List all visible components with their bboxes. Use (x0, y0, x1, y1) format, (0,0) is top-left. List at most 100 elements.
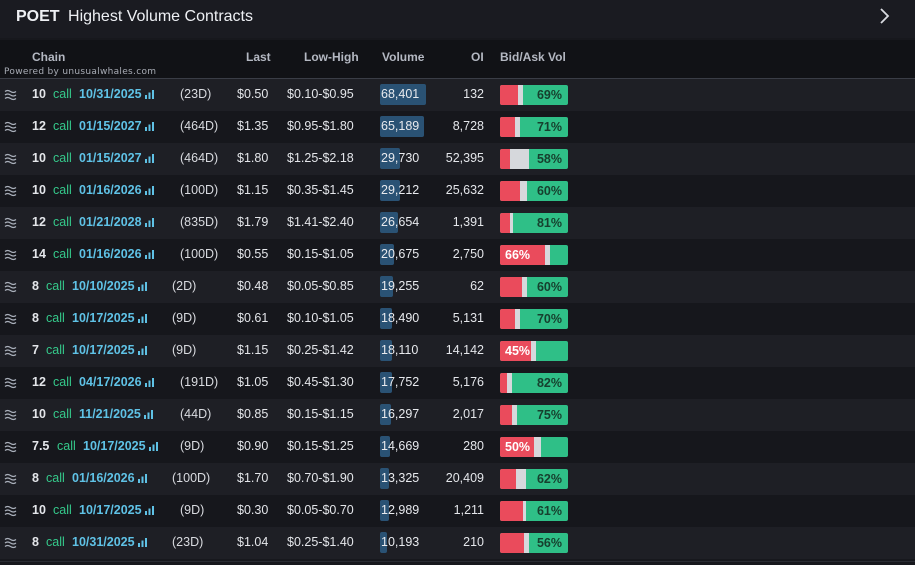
bid-segment (500, 501, 523, 521)
bar-chart-icon[interactable] (144, 184, 154, 195)
mid-segment (534, 437, 541, 457)
bid-ask-bar: 69% (500, 85, 568, 105)
mid-segment (531, 341, 536, 361)
days-to-expiry: (9D) (172, 311, 197, 325)
col-chain[interactable]: Chain (32, 50, 66, 64)
waves-icon[interactable] (4, 441, 17, 453)
expiry-link[interactable]: 10/17/2025 (72, 343, 147, 357)
col-bid-ask-vol[interactable]: Bid/Ask Vol (500, 50, 566, 64)
waves-icon[interactable] (4, 217, 17, 229)
table-row[interactable]: 10 call 11/21/2025 (44D) $0.85 $0.15-$1.15 16,… (0, 399, 915, 431)
expiry-link[interactable]: 10/31/2025 (79, 87, 154, 101)
expiry-date: 01/16/2026 (72, 471, 135, 485)
bar-chart-icon[interactable] (144, 248, 154, 259)
bar-chart-icon[interactable] (144, 216, 154, 227)
days-to-expiry: (835D) (180, 215, 219, 229)
table-row[interactable]: 10 call 10/31/2025 (23D) $0.50 $0.10-$0.95 68,… (0, 79, 915, 111)
waves-icon[interactable] (4, 185, 17, 197)
expiry-link[interactable]: 10/31/2025 (72, 535, 147, 549)
waves-icon[interactable] (4, 89, 17, 101)
volume-value: 10,193 (381, 535, 420, 549)
table-row[interactable]: 8 call 10/17/2025 (9D) $0.61 $0.10-$1.05 18,49… (0, 303, 915, 335)
volume-bar (380, 276, 393, 297)
expiry-link[interactable]: 01/16/2026 (72, 471, 147, 485)
col-low-high[interactable]: Low-High (304, 50, 359, 64)
table-row[interactable]: 8 call 10/10/2025 (2D) $0.48 $0.05-$0.85 19,25… (0, 271, 915, 303)
bid-ask-percent: 66% (505, 248, 531, 262)
bid-ask-bar: 70% (500, 309, 568, 329)
table-row[interactable]: 8 call 01/16/2026 (100D) $1.70 $0.70-$1.90 13,… (0, 463, 915, 495)
bar-chart-icon[interactable] (144, 504, 154, 515)
expiry-link[interactable]: 10/17/2025 (72, 311, 147, 325)
open-interest: 1,391 (452, 215, 484, 229)
volume-cell: 16,297 (380, 404, 426, 425)
waves-icon[interactable] (4, 537, 17, 549)
table-row[interactable]: 12 call 01/21/2028 (835D) $1.79 $1.41-$2.40 26… (0, 207, 915, 239)
table-row[interactable]: 12 call 04/17/2026 (191D) $1.05 $0.45-$1.30 17… (0, 367, 915, 399)
volume-value: 18,490 (381, 311, 420, 325)
waves-icon[interactable] (4, 249, 17, 261)
expiry-link[interactable]: 10/10/2025 (72, 279, 147, 293)
volume-value: 14,669 (381, 439, 420, 453)
expiry-link[interactable]: 01/15/2027 (79, 119, 154, 133)
col-volume[interactable]: Volume (382, 50, 425, 64)
expiry-link[interactable]: 10/17/2025 (79, 503, 154, 517)
bar-chart-icon[interactable] (137, 472, 147, 483)
expiry-link[interactable]: 01/15/2027 (79, 151, 154, 165)
bid-ask-percent: 70% (536, 312, 562, 326)
bar-chart-icon[interactable] (144, 152, 154, 163)
waves-icon[interactable] (4, 345, 17, 357)
bar-chart-icon[interactable] (137, 536, 147, 547)
volume-value: 29,212 (381, 183, 420, 197)
table-row[interactable]: 12 call 01/15/2027 (464D) $1.35 $0.95-$1.80 65… (0, 111, 915, 143)
waves-icon[interactable] (4, 313, 17, 325)
open-interest: 8,728 (452, 119, 484, 133)
days-to-expiry: (23D) (172, 535, 204, 549)
col-oi[interactable]: OI (471, 50, 484, 64)
low-high-range: $0.25-$1.42 (287, 343, 354, 357)
volume-cell: 18,110 (380, 340, 426, 361)
waves-icon[interactable] (4, 505, 17, 517)
contract-qty: 10 (32, 503, 46, 517)
expiry-link[interactable]: 04/17/2026 (79, 375, 154, 389)
expiry-link[interactable]: 01/16/2026 (79, 183, 154, 197)
low-high-range: $0.35-$1.45 (287, 183, 354, 197)
contract-type: call (53, 375, 72, 389)
table-row[interactable]: 8 call 10/31/2025 (23D) $1.04 $0.25-$1.40 10,1… (0, 527, 915, 559)
bar-chart-icon[interactable] (144, 88, 154, 99)
bar-chart-icon[interactable] (148, 440, 158, 451)
volume-bar (380, 212, 398, 233)
bid-segment (500, 149, 510, 169)
bar-chart-icon[interactable] (137, 344, 147, 355)
waves-icon[interactable] (4, 153, 17, 165)
bar-chart-icon[interactable] (144, 120, 154, 131)
bar-chart-icon[interactable] (144, 376, 154, 387)
bar-chart-icon[interactable] (137, 312, 147, 323)
low-high-range: $0.05-$0.70 (287, 503, 354, 517)
volume-cell: 17,752 (380, 372, 426, 393)
table-row[interactable]: 7.5 call 10/17/2025 (9D) $0.90 $0.15-$1.25 14,… (0, 431, 915, 463)
bar-chart-icon[interactable] (143, 408, 153, 419)
expiry-link[interactable]: 11/21/2025 (79, 407, 153, 421)
table-row[interactable]: 10 call 01/15/2027 (464D) $1.80 $1.25-$2.18 29… (0, 143, 915, 175)
waves-icon[interactable] (4, 473, 17, 485)
table-row[interactable]: 10 call 01/16/2026 (100D) $1.15 $0.35-$1.45 29… (0, 175, 915, 207)
bar-chart-icon[interactable] (137, 280, 147, 291)
waves-icon[interactable] (4, 377, 17, 389)
col-last[interactable]: Last (246, 50, 271, 64)
contract-type: call (53, 247, 72, 261)
volume-bar (380, 180, 400, 201)
table-row[interactable]: 10 call 10/17/2025 (9D) $0.30 $0.05-$0.70 12,9… (0, 495, 915, 527)
waves-icon[interactable] (4, 121, 17, 133)
expiry-link[interactable]: 01/21/2028 (79, 215, 154, 229)
table-row[interactable]: 7 call 10/17/2025 (9D) $1.15 $0.25-$1.42 18,11… (0, 335, 915, 367)
expiry-date: 10/17/2025 (79, 503, 142, 517)
contract-qty: 8 (32, 471, 39, 485)
expiry-link[interactable]: 10/17/2025 (83, 439, 158, 453)
expiry-link[interactable]: 01/16/2026 (79, 247, 154, 261)
waves-icon[interactable] (4, 409, 17, 421)
waves-icon[interactable] (4, 281, 17, 293)
table-row[interactable]: 14 call 01/16/2026 (100D) $0.55 $0.15-$1.05 20… (0, 239, 915, 271)
chevron-right-icon[interactable] (877, 6, 893, 26)
volume-bar (380, 500, 389, 521)
